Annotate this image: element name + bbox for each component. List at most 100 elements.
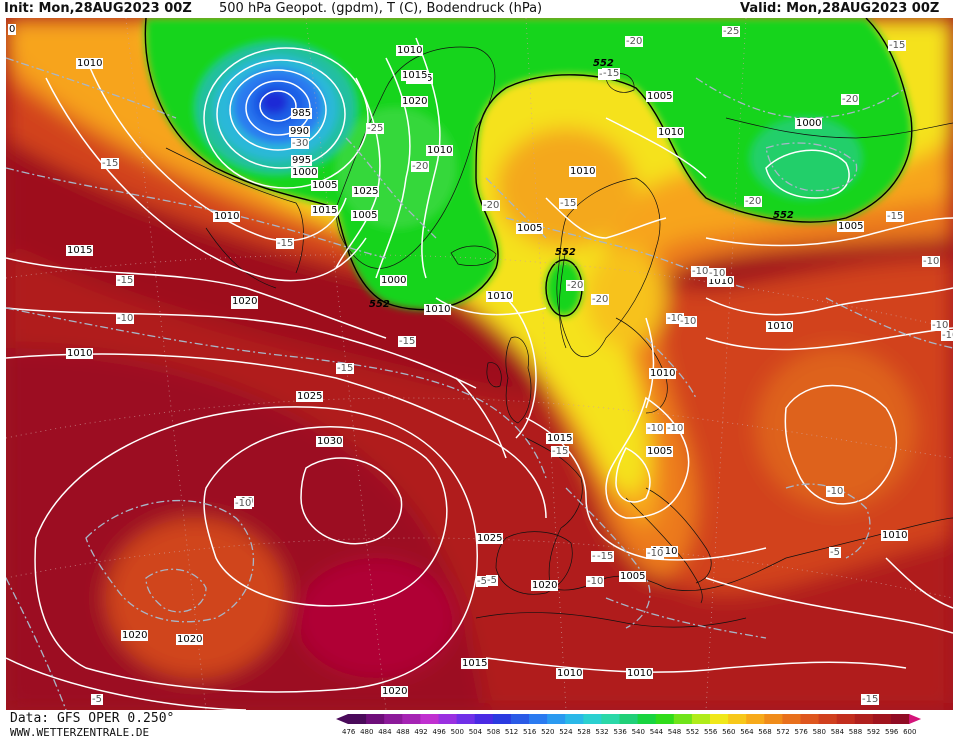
legend-swatch [710, 714, 729, 724]
legend-swatch [872, 714, 892, 724]
legend-tick-label: 552 [686, 728, 699, 736]
isobar-label: 1010 [881, 530, 909, 541]
legend-tick-label: 524 [559, 728, 573, 736]
isotherm-label: -20 [841, 94, 860, 105]
isotherm-label: -10 [666, 423, 685, 434]
isotherm-label: -15 [861, 694, 880, 705]
isobar-label: 1000 [380, 275, 408, 286]
isotherm-label: -10 [666, 313, 685, 324]
isobar-label: 1010 [556, 668, 584, 679]
geopot-label: 552 [593, 58, 614, 69]
isotherm-label: -20 [566, 280, 585, 291]
isobar-label: 990 [289, 126, 311, 137]
legend-swatch [456, 714, 476, 724]
legend-tick-label: 592 [867, 728, 880, 736]
isobar-label: 1010 [66, 348, 94, 359]
isobar-label: 1010 [76, 58, 104, 69]
isotherm-label: -10 [826, 486, 845, 497]
legend-tick-label: 540 [632, 728, 645, 736]
chart-title: 500 hPa Geopot. (gpdm), T (C), Bodendruc… [219, 1, 543, 16]
isotherm-label: -15 [101, 158, 120, 169]
legend-tick-label: 492 [414, 728, 427, 736]
isobar-label: 995 [291, 155, 313, 166]
isobar-label: 1010 [649, 368, 677, 379]
isotherm-label: -20 [482, 200, 501, 211]
corner-label: 0 [8, 24, 17, 35]
legend-tick-label: 476 [342, 728, 356, 736]
legend-tick-label: 568 [758, 728, 771, 736]
header-bar: Init: Mon,28AUG2023 00Z 500 hPa Geopot. … [0, 0, 959, 18]
legend-tick-label: 532 [595, 728, 608, 736]
isotherm-label: -10 [679, 316, 698, 327]
isobar-label: 1010 [626, 668, 654, 679]
isobar-label: 1025 [296, 391, 324, 402]
isotherm-label: -30 [291, 138, 310, 149]
isobar-label: 1015 [461, 658, 489, 669]
weather-map: 1010101510209859909951000100510151010102… [6, 18, 953, 710]
isobar-label: 985 [291, 108, 313, 119]
isobar-label: 1010 [569, 166, 597, 177]
legend-tick-label: 504 [469, 728, 483, 736]
isotherm-label: -5 [486, 575, 498, 586]
isotherm-label: -15 [398, 336, 417, 347]
isobar-label: 1010 [396, 45, 424, 56]
isobar-label: 1010 [766, 321, 794, 332]
isobar-label: 1000 [795, 118, 823, 129]
legend-swatch [782, 714, 801, 724]
isobar-label: 1010 [426, 145, 454, 156]
legend-swatch [348, 714, 367, 724]
isobar-label: 1005 [619, 571, 647, 582]
legend-tick-label: 600 [903, 728, 916, 736]
isobar-label: 1005 [311, 180, 339, 191]
map-labels: 1010101510209859909951000100510151010102… [6, 18, 953, 710]
geopot-label: 552 [369, 299, 390, 310]
isobar-label: 1000 [291, 167, 319, 178]
legend-swatch [565, 714, 584, 724]
isotherm-label: -10 [646, 548, 665, 559]
isotherm-label: -10 [941, 330, 953, 341]
legend-tick-label: 480 [360, 728, 373, 736]
isotherm-label: -15 [116, 275, 135, 286]
isobar-label: 1020 [231, 296, 259, 307]
legend-tick-label: 572 [776, 728, 789, 736]
legend-swatch [836, 714, 856, 724]
legend-tick-label: 484 [378, 728, 392, 736]
legend-arrow-left [336, 714, 348, 724]
data-source: Data: GFS OPER 0.250° [10, 711, 175, 726]
legend-swatch [474, 714, 494, 724]
isotherm-label: -20 [744, 196, 763, 207]
color-legend: 476 480 484 488 492 496 500 504 508 512 516 520 524 5… [336, 714, 922, 736]
website-url: WWW.WETTERZENTRALE.DE [10, 726, 150, 739]
legend-tick-label: 556 [704, 728, 718, 736]
isotherm-label: -25 [722, 26, 741, 37]
legend-swatch [691, 714, 711, 724]
isobar-label: 1010 [651, 546, 679, 557]
isotherm-label: -15 [602, 68, 621, 79]
legend-swatch [547, 714, 566, 724]
isobar-label: 1010 [657, 127, 685, 138]
init-time: Init: Mon,28AUG2023 00Z [4, 1, 192, 16]
legend-tick-label: 596 [885, 728, 899, 736]
isotherm-label: -5 [476, 576, 488, 587]
legend-swatch [601, 714, 620, 724]
legend-swatch [637, 714, 657, 724]
legend-tick-label: 580 [813, 728, 826, 736]
isotherm-label: -15 [886, 211, 905, 222]
legend-swatch [800, 714, 820, 724]
isotherm-label: -20 [411, 161, 430, 172]
legend-tick-label: 536 [614, 728, 628, 736]
isotherm-label: -15 [336, 363, 355, 374]
geopot-label: 552 [773, 210, 794, 221]
legend-tick-label: 488 [396, 728, 409, 736]
legend-swatch [583, 714, 602, 724]
legend-swatch [728, 714, 747, 724]
legend-swatch [492, 714, 512, 724]
geopot-label: 552 [555, 247, 576, 258]
legend-tick-label: 584 [831, 728, 845, 736]
legend-tick-label: 512 [505, 728, 518, 736]
legend-swatch [764, 714, 783, 724]
isotherm-label: -15 [559, 198, 578, 209]
isotherm-label: -15 [596, 551, 615, 562]
isobar-label: 1020 [176, 634, 204, 645]
isobar-label: 1025 [352, 186, 380, 197]
